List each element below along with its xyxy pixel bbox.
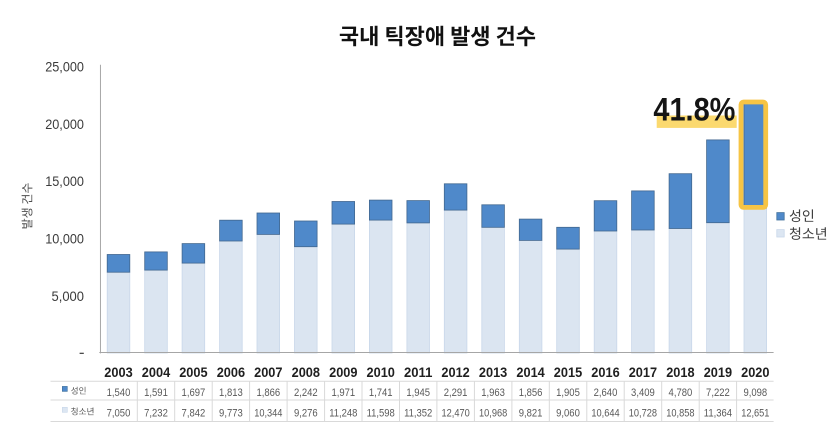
svg-text:25,000: 25,000 — [45, 60, 84, 75]
svg-text:2007: 2007 — [254, 365, 283, 380]
svg-text:7,232: 7,232 — [144, 407, 168, 419]
svg-text:12,651: 12,651 — [741, 407, 769, 419]
svg-text:2010: 2010 — [367, 365, 396, 380]
svg-text:4,780: 4,780 — [669, 387, 693, 399]
svg-text:2,242: 2,242 — [294, 387, 318, 399]
svg-text:7,842: 7,842 — [182, 407, 206, 419]
svg-text:7,050: 7,050 — [107, 407, 131, 419]
svg-text:2018: 2018 — [666, 365, 695, 380]
svg-text:1,591: 1,591 — [144, 387, 168, 399]
svg-text:11,352: 11,352 — [404, 407, 432, 419]
svg-text:2011: 2011 — [404, 365, 433, 380]
svg-text:1,963: 1,963 — [481, 387, 505, 399]
svg-text:2,640: 2,640 — [594, 387, 618, 399]
svg-text:3,409: 3,409 — [631, 387, 655, 399]
svg-text:9,060: 9,060 — [556, 407, 580, 419]
svg-text:2012: 2012 — [441, 365, 470, 380]
svg-text:9,821: 9,821 — [519, 407, 543, 419]
svg-text:2006: 2006 — [217, 365, 246, 380]
svg-text:2003: 2003 — [104, 365, 133, 380]
svg-text:11,364: 11,364 — [704, 407, 732, 419]
svg-text:10,858: 10,858 — [666, 407, 694, 419]
svg-text:41.8%: 41.8% — [653, 92, 735, 128]
svg-text:2015: 2015 — [554, 365, 583, 380]
svg-text:1,945: 1,945 — [406, 387, 430, 399]
svg-text:2019: 2019 — [704, 365, 733, 380]
svg-text:12,470: 12,470 — [442, 407, 470, 419]
svg-text:15,000: 15,000 — [45, 174, 84, 189]
svg-text:2008: 2008 — [292, 365, 321, 380]
svg-text:2004: 2004 — [142, 365, 171, 380]
svg-text:9,098: 9,098 — [743, 387, 767, 399]
svg-text:10,344: 10,344 — [254, 407, 282, 419]
svg-text:1,866: 1,866 — [256, 387, 280, 399]
svg-text:2009: 2009 — [329, 365, 358, 380]
svg-text:2016: 2016 — [591, 365, 620, 380]
svg-text:1,905: 1,905 — [556, 387, 580, 399]
svg-text:1,856: 1,856 — [519, 387, 543, 399]
svg-text:9,276: 9,276 — [294, 407, 318, 419]
svg-text:10,000: 10,000 — [45, 232, 84, 247]
svg-text:2,291: 2,291 — [444, 387, 468, 399]
svg-text:1,741: 1,741 — [369, 387, 393, 399]
svg-text:11,598: 11,598 — [367, 407, 395, 419]
svg-text:2017: 2017 — [629, 365, 658, 380]
svg-text:1,813: 1,813 — [219, 387, 243, 399]
svg-text:2013: 2013 — [479, 365, 508, 380]
svg-text:10,644: 10,644 — [591, 407, 619, 419]
svg-text:2020: 2020 — [741, 365, 770, 380]
svg-text:5,000: 5,000 — [52, 289, 85, 304]
svg-text:1,540: 1,540 — [107, 387, 131, 399]
svg-text:2005: 2005 — [179, 365, 208, 380]
svg-text:11,248: 11,248 — [329, 407, 357, 419]
svg-text:2014: 2014 — [516, 365, 545, 380]
svg-text:1,697: 1,697 — [182, 387, 206, 399]
svg-text:20,000: 20,000 — [45, 117, 84, 132]
svg-text:9,773: 9,773 — [219, 407, 243, 419]
svg-text:7,222: 7,222 — [706, 387, 730, 399]
svg-text:1,971: 1,971 — [331, 387, 355, 399]
svg-text:10,728: 10,728 — [629, 407, 657, 419]
svg-text:10,968: 10,968 — [479, 407, 507, 419]
